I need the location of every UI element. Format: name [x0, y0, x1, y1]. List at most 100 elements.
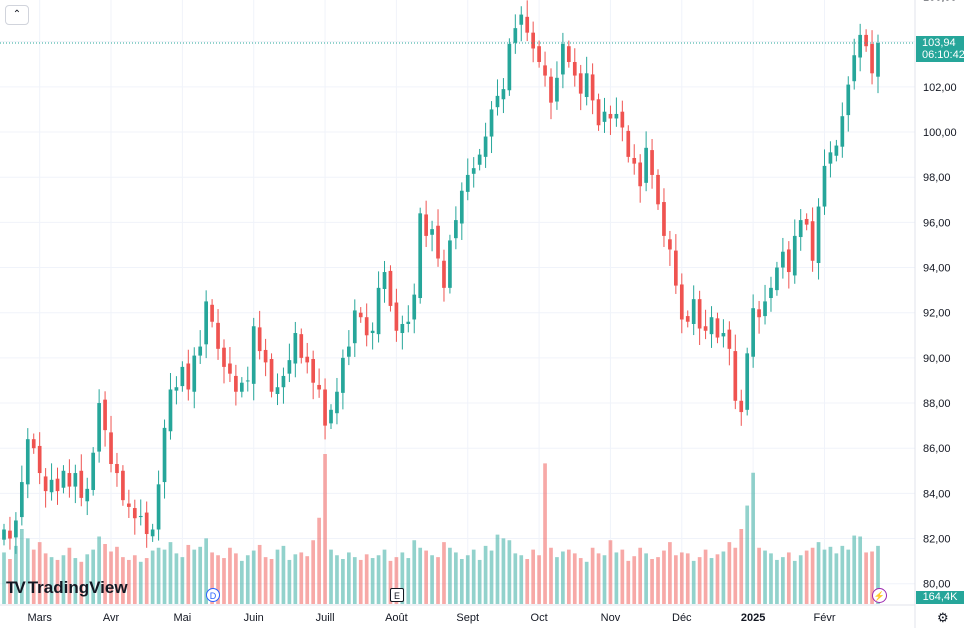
volume-bar	[840, 545, 845, 604]
tradingview-logo[interactable]: TV TradingView	[6, 578, 128, 598]
candle-body	[489, 109, 494, 137]
volume-bar	[786, 552, 791, 604]
candle-body	[49, 479, 54, 493]
lightning-icon[interactable]: ⚡	[872, 588, 887, 603]
volume-bar	[531, 549, 535, 604]
volume-bar	[632, 556, 637, 604]
time-tick-label: Févr	[813, 612, 835, 624]
price-tick-label: 80,00	[923, 579, 951, 591]
volume-bar	[305, 556, 310, 604]
volume-bar	[537, 555, 541, 604]
volume-bar	[347, 552, 351, 604]
candle-body	[763, 301, 767, 317]
candle-body	[97, 403, 101, 452]
candle-body	[121, 470, 125, 501]
candle-body	[43, 476, 48, 492]
volume-bar	[525, 559, 530, 604]
volume-bar	[180, 557, 185, 604]
candle-body	[103, 399, 107, 431]
volume-bar	[198, 546, 203, 604]
last-volume-label: 164,4K	[916, 591, 964, 604]
candle-body	[412, 294, 417, 320]
collapse-button[interactable]: ⌃	[5, 5, 29, 25]
volume-bar	[697, 557, 702, 604]
volume-bar	[709, 558, 714, 604]
candle-body	[584, 73, 589, 98]
candle-body	[590, 74, 595, 101]
candle-body	[293, 333, 298, 364]
volume-bar	[566, 549, 571, 604]
candle-body	[329, 409, 333, 424]
volume-bar	[549, 547, 553, 604]
volume-bar	[685, 553, 690, 604]
candle-body	[465, 174, 470, 192]
volume-bar	[555, 557, 559, 604]
candle-body	[572, 62, 577, 76]
volume-bar	[608, 540, 613, 604]
volume-bar	[412, 540, 417, 604]
volume-bar	[299, 552, 304, 604]
volume-bar	[424, 550, 428, 604]
volume-bar	[31, 549, 36, 604]
price-tick-label: 94,00	[923, 263, 951, 275]
candle-body	[608, 113, 613, 119]
candle-body	[311, 358, 316, 383]
candle-body	[281, 375, 286, 388]
volume-bar	[828, 546, 833, 604]
volume-bar	[144, 558, 149, 604]
candle-body	[299, 334, 304, 358]
volume-bar	[751, 472, 755, 604]
candle-body	[198, 346, 203, 356]
candle-body	[442, 260, 446, 288]
candle-body	[834, 145, 839, 156]
candle-body	[786, 249, 791, 273]
time-tick-label: Avr	[103, 612, 120, 624]
candle-body	[519, 14, 524, 25]
candle-body	[55, 478, 60, 492]
candle-body	[549, 76, 553, 103]
volume-bar	[216, 555, 220, 604]
price-tick-label: 90,00	[923, 353, 951, 365]
volume-bar	[638, 547, 643, 604]
volume-bar	[703, 549, 708, 604]
candle-body	[14, 520, 18, 538]
candle-body	[769, 287, 773, 299]
candle-body	[858, 34, 863, 58]
candle-body	[703, 326, 708, 331]
volume-bar	[55, 559, 60, 604]
volume-bar	[204, 538, 208, 604]
candle-body	[192, 355, 197, 392]
candle-body	[335, 391, 339, 414]
candle-body	[406, 321, 411, 324]
gear-icon[interactable]: ⚙	[937, 610, 949, 625]
candle-body	[210, 304, 214, 322]
candle-body	[810, 221, 815, 261]
time-axis[interactable]: Mars Avr Mai Juin Juill Août Sept Oct Nov Déc 2025…	[0, 604, 915, 624]
candle-body	[317, 384, 321, 390]
candle-body	[578, 73, 583, 94]
volume-bar	[2, 552, 6, 604]
price-tick-label: 96,00	[923, 217, 951, 229]
price-tick-label: 86,00	[923, 443, 951, 455]
candle-body	[745, 353, 750, 410]
dividend-marker[interactable]: D	[206, 588, 220, 602]
volume-bar	[138, 561, 143, 604]
candle-body	[454, 220, 458, 239]
candle-body	[739, 400, 744, 413]
volume-bar	[495, 534, 500, 604]
tradingview-logo-mark: TV	[6, 578, 26, 597]
candle-body	[91, 452, 96, 490]
volume-bar	[269, 559, 274, 604]
volume-bar	[19, 529, 24, 604]
volume-bar	[870, 551, 874, 604]
candle-body	[115, 464, 119, 474]
candle-body	[382, 272, 387, 289]
earnings-marker[interactable]: E	[390, 588, 404, 602]
candle-body	[430, 229, 434, 235]
candle-body	[79, 470, 84, 498]
volume-bar	[846, 549, 851, 604]
price-axis[interactable]: 80,00 82,00 84,00 86,00 88,00 90,00 92,00 94,00…	[914, 0, 957, 628]
candle-body	[61, 470, 66, 488]
volume-bar	[234, 553, 238, 604]
